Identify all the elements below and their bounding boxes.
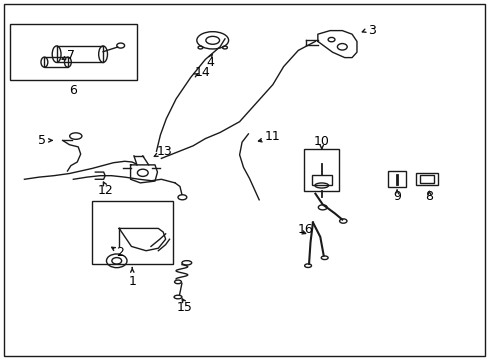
Bar	[44, 57, 68, 67]
Bar	[304, 149, 339, 191]
Bar	[10, 24, 137, 80]
Text: 3: 3	[367, 24, 375, 37]
Text: 4: 4	[206, 57, 214, 69]
Text: 9: 9	[392, 190, 400, 203]
Bar	[311, 175, 331, 185]
Text: 12: 12	[97, 184, 113, 197]
Text: 14: 14	[195, 66, 210, 78]
Bar	[419, 175, 433, 183]
Text: 5: 5	[38, 134, 45, 147]
Text: 6: 6	[69, 84, 77, 97]
Text: 16: 16	[297, 223, 313, 236]
Text: 2: 2	[116, 246, 124, 259]
Text: 13: 13	[156, 145, 172, 158]
Text: 8: 8	[425, 190, 432, 203]
Bar	[387, 171, 405, 187]
Text: 11: 11	[264, 130, 280, 143]
Bar	[415, 173, 437, 185]
Text: 1: 1	[128, 275, 136, 288]
Text: 7: 7	[67, 49, 75, 62]
Text: 15: 15	[177, 301, 192, 314]
Text: 10: 10	[313, 135, 329, 148]
Bar	[92, 201, 172, 264]
